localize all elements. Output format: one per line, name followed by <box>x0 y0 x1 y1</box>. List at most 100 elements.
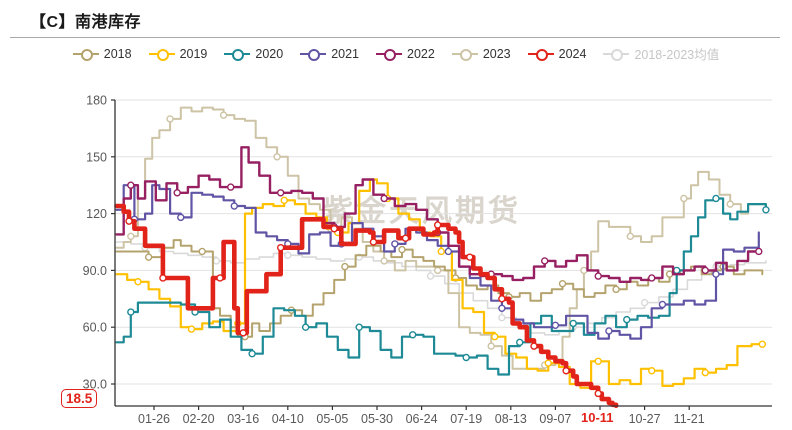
legend-label: 2018-2023均值 <box>634 48 720 62</box>
x-tick-label-09-07: 09-07 <box>539 412 571 426</box>
series-marker-2018 <box>198 247 206 256</box>
series-marker-2024 <box>530 342 538 350</box>
legend-marker-icon <box>148 48 175 61</box>
y-tick-label-120: 120 <box>86 207 107 221</box>
legend-item-2020[interactable]: 2020 <box>224 47 283 61</box>
series-marker-2023 <box>380 257 388 265</box>
series-marker-2018 <box>144 253 153 261</box>
series-marker-2019 <box>594 357 602 365</box>
series-marker-2023 <box>219 111 228 119</box>
legend-marker-icon <box>300 48 327 61</box>
series-marker-2018 <box>398 245 406 254</box>
series-marker-2019 <box>437 247 445 256</box>
series-marker-2023 <box>626 232 635 241</box>
x-axis-highlight-10-11: 10-11 <box>578 410 617 426</box>
series-marker-2024 <box>594 389 602 398</box>
series-marker-2021 <box>551 321 560 330</box>
legend-item-2019[interactable]: 2019 <box>148 46 208 61</box>
series-marker-2018 <box>665 270 674 278</box>
series-marker-2022 <box>701 266 709 275</box>
series-marker-2021 <box>498 304 506 312</box>
series-marker-2022 <box>227 183 235 191</box>
legend-item-2018-2023[interactable]: 2018-2023均值 <box>603 44 719 63</box>
x-tick-label-06-24: 06-24 <box>406 412 438 426</box>
legend-item-2022[interactable]: 2022 <box>376 47 435 61</box>
series-marker-2024 <box>562 367 570 375</box>
series-marker-2022 <box>276 189 285 197</box>
series-marker-2020 <box>462 353 470 362</box>
x-tick-label-03-16: 03-16 <box>227 412 259 426</box>
y-tick-label-30.0: 30.0 <box>83 377 107 391</box>
title-divider <box>10 37 780 38</box>
series-marker-2023 <box>487 342 495 350</box>
series-marker-2018 <box>612 285 620 294</box>
series-marker-2021 <box>177 213 185 222</box>
series-marker-2019 <box>280 196 288 205</box>
series-marker-2019 <box>544 359 552 367</box>
series-marker-2020 <box>673 266 681 275</box>
series-marker-2018-2023 <box>498 314 506 322</box>
series-marker-2024 <box>369 238 378 246</box>
series-marker-2023 <box>166 115 174 123</box>
series-marker-2024 <box>276 243 285 252</box>
series-marker-2024 <box>216 274 224 282</box>
legend-label: 2021 <box>331 46 360 61</box>
series-marker-2022 <box>648 274 656 282</box>
series-marker-2020 <box>712 194 720 203</box>
series-marker-2020 <box>623 315 631 324</box>
series-marker-2018-2023 <box>426 272 435 280</box>
series-marker-2020 <box>248 350 256 358</box>
series-marker-2023 <box>580 266 588 275</box>
series-marker-2021 <box>391 240 399 248</box>
series-marker-2019 <box>758 340 767 348</box>
series-marker-2020 <box>516 338 524 347</box>
legend-marker-icon <box>527 48 554 61</box>
legend-item-2021[interactable]: 2021 <box>300 47 359 61</box>
x-tick-label-05-05: 05-05 <box>316 412 348 426</box>
series-line-2024 <box>114 203 619 409</box>
series-marker-2020 <box>355 323 363 331</box>
legend-label: 2022 <box>407 46 435 61</box>
series-marker-2023 <box>680 194 688 203</box>
legend-label: 2024 <box>558 46 587 61</box>
series-marker-2020 <box>127 308 135 316</box>
series-marker-2019 <box>187 325 196 333</box>
legend-label: 2019 <box>179 46 208 61</box>
legend-marker-icon <box>376 48 403 61</box>
series-marker-2021 <box>658 300 667 309</box>
series-marker-2019 <box>134 278 142 286</box>
series-marker-2023 <box>127 232 135 241</box>
series-marker-2024 <box>401 234 410 242</box>
series-marker-2018-2023 <box>640 298 649 307</box>
series-marker-2021 <box>230 202 238 210</box>
y-tick-label-90.0: 90.0 <box>83 264 107 278</box>
x-tick-label-07-19: 07-19 <box>450 412 482 426</box>
series-marker-2023 <box>726 200 734 208</box>
series-marker-2024 <box>466 253 474 261</box>
legend-item-2018[interactable]: 2018 <box>72 46 132 61</box>
legend-label: 2023 <box>482 46 511 61</box>
series-marker-2024 <box>330 225 338 233</box>
series-marker-2024 <box>498 295 506 303</box>
y-axis-highlight-18-5: 18.5 <box>61 389 98 408</box>
x-tick-label-10-27: 10-27 <box>629 412 661 426</box>
x-tick-label-02-20: 02-20 <box>183 412 215 426</box>
x-tick-label-04-10: 04-10 <box>272 412 304 426</box>
series-marker-2024 <box>125 217 133 225</box>
series-marker-2020 <box>569 319 577 328</box>
y-tick-label-180: 180 <box>86 94 107 108</box>
series-marker-2023 <box>433 266 442 275</box>
legend-item-2023[interactable]: 2023 <box>451 46 511 61</box>
legend-item-2024[interactable]: 2024 <box>527 46 587 61</box>
x-tick-label-01-26: 01-26 <box>138 412 170 426</box>
series-marker-2024 <box>433 221 442 229</box>
series-marker-2021 <box>605 327 613 335</box>
x-tick-label-05-30: 05-30 <box>361 412 393 426</box>
legend-label: 2018 <box>103 46 132 61</box>
legend-label: 2020 <box>255 46 284 61</box>
x-tick-label-11-21: 11-21 <box>674 412 705 426</box>
series-marker-2018-2023 <box>284 251 292 259</box>
y-tick-label-150: 150 <box>86 150 107 164</box>
series-marker-2020 <box>408 331 417 339</box>
legend-marker-icon <box>224 48 251 61</box>
